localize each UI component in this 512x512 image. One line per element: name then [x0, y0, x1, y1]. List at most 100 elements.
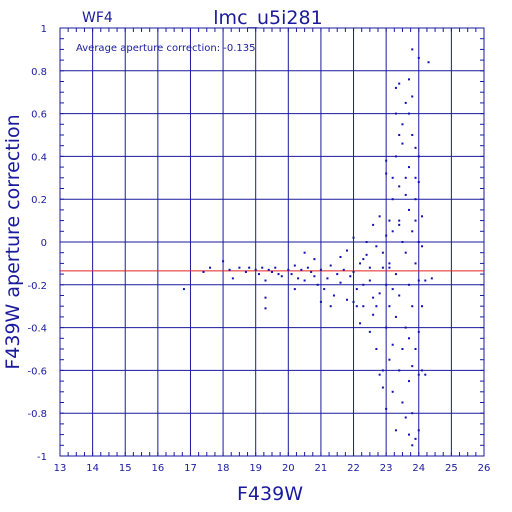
data-point [414, 176, 417, 179]
data-point [398, 219, 401, 222]
data-point [365, 241, 368, 243]
data-point [375, 348, 378, 350]
data-point [417, 241, 420, 243]
data-point [407, 112, 410, 115]
data-point [264, 296, 267, 299]
data-point [394, 155, 397, 158]
data-point [359, 262, 362, 265]
data-point [378, 215, 381, 218]
data-point [417, 56, 420, 59]
data-point [257, 273, 260, 276]
data-point [362, 283, 365, 286]
data-point [365, 253, 368, 256]
data-point [417, 330, 420, 333]
data-point [293, 264, 296, 267]
data-point [372, 223, 375, 226]
data-point [368, 266, 371, 269]
data-point [391, 390, 394, 393]
x-tick-label: 19 [249, 463, 262, 474]
data-point [394, 273, 397, 276]
data-point [421, 369, 424, 372]
data-point [398, 134, 401, 136]
x-tick-label: 14 [86, 463, 99, 474]
data-point [407, 208, 410, 211]
data-point [346, 249, 349, 252]
data-point [261, 266, 264, 269]
data-point [182, 288, 185, 291]
data-point [394, 429, 397, 432]
data-point [316, 283, 319, 286]
data-point [290, 273, 293, 276]
y-tick-label: 0.8 [31, 67, 47, 78]
data-point [293, 288, 296, 291]
data-point [404, 193, 407, 196]
data-point [417, 373, 420, 376]
data-point [407, 337, 410, 340]
data-point [355, 288, 358, 291]
data-point [385, 407, 388, 410]
data-point [404, 326, 407, 329]
data-point [414, 348, 417, 350]
data-points [182, 48, 433, 447]
data-point [385, 283, 388, 286]
data-point [388, 358, 391, 361]
x-tick-label: 21 [315, 463, 328, 474]
data-point [414, 198, 417, 201]
y-tick-label: -0.4 [27, 324, 47, 335]
data-point [417, 155, 420, 158]
data-point [238, 266, 241, 269]
x-tick-label: 16 [151, 463, 164, 474]
data-point [411, 48, 414, 51]
data-point [407, 283, 410, 286]
x-tick-label: 26 [478, 463, 491, 474]
data-point [414, 146, 417, 149]
x-tick-label: 22 [347, 463, 360, 474]
data-point [336, 273, 339, 276]
x-tick-label: 13 [54, 463, 67, 474]
data-point [385, 234, 388, 237]
data-point [381, 369, 384, 372]
data-point [404, 101, 407, 104]
data-point [355, 305, 358, 308]
chart-title: lmc_u5i281 [213, 7, 322, 29]
x-axis-label: F439W [237, 483, 303, 505]
data-point [248, 266, 251, 269]
data-point [342, 268, 345, 271]
data-point [401, 123, 404, 126]
data-point [381, 386, 384, 389]
data-point [407, 380, 410, 383]
data-point [388, 266, 391, 269]
data-point [209, 266, 212, 269]
data-point [411, 365, 414, 368]
data-point [310, 270, 313, 273]
data-point [391, 288, 394, 291]
data-point [421, 215, 424, 218]
data-point [280, 275, 283, 278]
plot-frame [59, 27, 485, 457]
x-tick-label: 20 [282, 463, 295, 474]
data-point [404, 176, 407, 179]
data-point [391, 343, 394, 346]
data-point [398, 369, 401, 372]
data-point [264, 279, 267, 282]
data-point [404, 251, 407, 254]
data-point [352, 236, 355, 239]
data-point [391, 230, 394, 233]
data-point [401, 241, 404, 243]
y-tick-label: 0.6 [31, 110, 47, 121]
data-point [417, 279, 420, 282]
data-point [398, 223, 401, 226]
data-point [372, 296, 375, 299]
data-point [385, 172, 388, 175]
data-point [421, 245, 424, 248]
y-tick-label: 0.2 [31, 195, 47, 206]
data-point [378, 373, 381, 376]
data-point [375, 245, 378, 248]
data-point [287, 268, 290, 271]
data-point [332, 294, 335, 297]
data-point [329, 264, 332, 267]
data-point [362, 305, 365, 308]
data-point [411, 305, 414, 308]
panel-label: WF4 [82, 10, 113, 26]
